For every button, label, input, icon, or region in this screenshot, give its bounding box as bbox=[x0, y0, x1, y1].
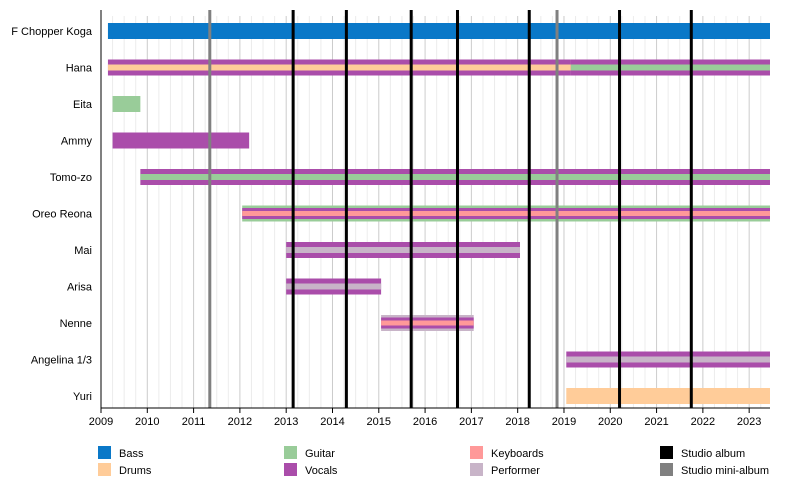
role-bar bbox=[107, 23, 770, 39]
member-segment bbox=[112, 96, 141, 112]
role-stripe bbox=[381, 320, 474, 326]
x-tick-label: 2010 bbox=[135, 416, 159, 428]
legend-label: Performer bbox=[491, 465, 540, 477]
x-tick-label: 2020 bbox=[598, 416, 622, 428]
role-bar bbox=[112, 96, 141, 112]
member-segment bbox=[566, 388, 770, 404]
x-tick-label: 2011 bbox=[182, 416, 206, 428]
x-axis: 2009 2010 2011 2012 2013 2014 2015 2016 2017 2018… bbox=[89, 10, 770, 428]
member-segment bbox=[112, 132, 250, 149]
x-tick-label: 2014 bbox=[320, 416, 344, 428]
member-names: F Chopper Koga Hana Eita Ammy Tomo-zo Oreo Re… bbox=[11, 26, 93, 403]
release-lines bbox=[208, 10, 693, 408]
legend-label: Keyboards bbox=[491, 448, 544, 460]
legend-swatch bbox=[98, 446, 111, 459]
x-tick-label: 2019 bbox=[552, 416, 576, 428]
member-name-label: Nenne bbox=[60, 318, 92, 330]
member-segment bbox=[570, 59, 770, 76]
role-stripe bbox=[140, 174, 771, 180]
legend-label: Vocals bbox=[305, 465, 338, 477]
legend-swatch bbox=[284, 446, 297, 459]
legend-swatch bbox=[470, 463, 483, 476]
legend-label: Guitar bbox=[305, 448, 335, 460]
legend: Bass Drums Guitar Vocals Keyboards Performer S… bbox=[98, 446, 769, 477]
member-name-label: Ammy bbox=[61, 136, 93, 148]
x-tick-label: 2022 bbox=[691, 416, 715, 428]
x-tick-label: 2016 bbox=[413, 416, 437, 428]
role-stripe bbox=[570, 64, 770, 71]
legend-swatch bbox=[470, 446, 483, 459]
role-stripe bbox=[286, 283, 382, 290]
member-segment bbox=[381, 315, 474, 331]
role-bar bbox=[566, 388, 770, 404]
x-tick-label: 2021 bbox=[644, 416, 668, 428]
member-name-label: Oreo Reona bbox=[32, 209, 93, 221]
member-segment bbox=[566, 351, 770, 368]
role-bar bbox=[112, 132, 250, 149]
role-stripe bbox=[566, 356, 770, 363]
member-segment bbox=[286, 278, 382, 295]
member-name-label: F Chopper Koga bbox=[11, 26, 93, 38]
legend-label: Bass bbox=[119, 448, 144, 460]
x-tick-label: 2017 bbox=[459, 416, 483, 428]
member-name-label: Hana bbox=[66, 63, 93, 75]
role-stripe bbox=[107, 64, 571, 71]
legend-label: Drums bbox=[119, 465, 152, 477]
x-tick-label: 2015 bbox=[367, 416, 391, 428]
legend-label: Studio album bbox=[681, 448, 745, 460]
member-segment bbox=[242, 205, 770, 222]
member-bars bbox=[107, 23, 771, 404]
member-name-label: Eita bbox=[73, 99, 93, 111]
legend-label: Studio mini-album bbox=[681, 465, 769, 477]
member-name-label: Yuri bbox=[73, 391, 92, 403]
member-name-label: Angelina 1/3 bbox=[31, 355, 92, 367]
x-tick-label: 2023 bbox=[737, 416, 761, 428]
member-segment bbox=[140, 169, 771, 185]
legend-swatch bbox=[660, 446, 673, 459]
member-name-label: Tomo-zo bbox=[50, 172, 92, 184]
x-tick-label: 2009 bbox=[89, 416, 113, 428]
member-segment bbox=[107, 23, 770, 39]
x-tick-label: 2013 bbox=[274, 416, 298, 428]
member-name-label: Arisa bbox=[67, 282, 93, 294]
x-tick-label: 2018 bbox=[505, 416, 529, 428]
legend-swatch bbox=[98, 463, 111, 476]
member-segment bbox=[107, 59, 571, 76]
role-stripe bbox=[242, 211, 770, 216]
x-tick-label: 2012 bbox=[228, 416, 252, 428]
member-name-label: Mai bbox=[74, 245, 92, 257]
legend-swatch bbox=[284, 463, 297, 476]
legend-swatch bbox=[660, 463, 673, 476]
role-stripe bbox=[286, 247, 520, 253]
member-segment bbox=[286, 242, 520, 258]
